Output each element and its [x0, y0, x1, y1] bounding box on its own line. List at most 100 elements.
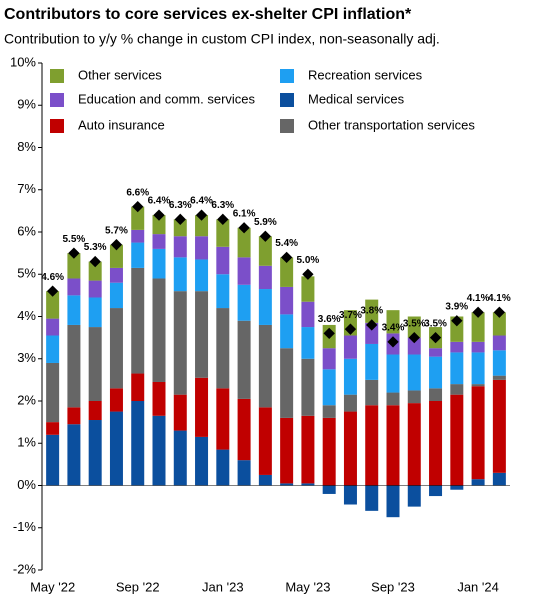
legend-swatch	[280, 119, 294, 133]
legend-label: Recreation services	[308, 67, 423, 82]
bar-segment	[237, 398, 251, 461]
bar-segment	[450, 341, 464, 353]
total-label: 6.4%	[190, 196, 213, 207]
y-tick-label: -2%	[13, 561, 37, 576]
bar-segment	[386, 405, 400, 486]
bar-segment	[386, 310, 400, 334]
bar-segment	[492, 350, 506, 376]
y-tick-label: 6%	[17, 223, 36, 238]
bar-segment	[343, 358, 357, 395]
legend-swatch	[50, 119, 64, 133]
bar-segment	[88, 327, 102, 401]
bar-segment	[216, 308, 230, 389]
bar-segment	[131, 373, 145, 401]
total-label: 5.3%	[84, 242, 107, 253]
bar-segment	[258, 474, 272, 486]
bar-segment	[322, 348, 336, 370]
bar-segment	[195, 377, 209, 437]
bar-segment	[258, 289, 272, 325]
total-label: 4.1%	[488, 293, 511, 304]
bar-segment	[301, 327, 315, 359]
total-label: 3.6%	[318, 314, 341, 325]
bar-segment	[216, 449, 230, 486]
total-label: 3.4%	[382, 322, 405, 333]
bar-segment	[216, 219, 230, 247]
y-tick-label: 10%	[10, 54, 36, 69]
total-marker	[280, 251, 293, 264]
bar-segment	[152, 381, 166, 416]
bar-segment	[195, 215, 209, 237]
bar-segment	[46, 335, 60, 363]
bar-segment	[131, 267, 145, 374]
bar-segment	[407, 337, 421, 355]
bar-segment	[46, 434, 60, 486]
bar-segment	[407, 390, 421, 404]
y-tick-label: 3%	[17, 350, 36, 365]
bar-segment	[237, 257, 251, 285]
x-tick-label: May '23	[285, 579, 330, 594]
bar-segment	[492, 335, 506, 351]
bar-segment	[301, 301, 315, 328]
y-tick-label: -1%	[13, 519, 37, 534]
legend-label: Auto insurance	[78, 117, 165, 132]
bar-segment	[216, 388, 230, 450]
legend-label: Medical services	[308, 91, 405, 106]
bar-segment	[173, 291, 187, 395]
bar-segment	[109, 388, 123, 412]
bar-segment	[258, 324, 272, 408]
total-label: 6.3%	[169, 200, 192, 211]
bar-segment	[152, 248, 166, 279]
bar-segment	[429, 348, 443, 357]
total-marker	[302, 268, 314, 280]
bar-segment	[67, 253, 81, 279]
total-label: 3.7%	[339, 310, 362, 321]
total-marker	[451, 315, 463, 327]
bar-segment	[237, 320, 251, 399]
bar-segment	[46, 362, 60, 423]
total-marker	[472, 306, 484, 318]
total-marker	[408, 331, 420, 344]
bar-segment	[322, 417, 336, 486]
total-marker	[238, 222, 250, 234]
bar-segment	[492, 472, 506, 486]
legend-label: Other transportation services	[308, 117, 475, 132]
total-label: 5.5%	[63, 234, 86, 245]
total-marker	[132, 200, 144, 213]
bar-segment	[173, 257, 187, 292]
x-tick-label: May '22	[30, 579, 75, 594]
bar-segment	[429, 401, 443, 486]
total-label: 6.3%	[211, 200, 234, 211]
total-label: 3.9%	[445, 301, 468, 312]
y-tick-label: 1%	[17, 435, 36, 450]
bar-segment	[67, 407, 81, 425]
bar-segment	[173, 430, 187, 486]
bar-segment	[322, 369, 336, 406]
bar-segment	[195, 236, 209, 260]
bar-segment	[322, 485, 336, 494]
bar-segment	[173, 236, 187, 258]
total-marker	[366, 319, 378, 331]
bar-segment	[152, 234, 166, 249]
bar-segment	[450, 485, 464, 490]
bar-segment	[492, 379, 506, 473]
total-marker	[493, 306, 506, 318]
bar-segment	[173, 394, 187, 431]
bar-segment	[280, 348, 294, 418]
bar-segment	[258, 265, 272, 290]
bar-segment	[109, 282, 123, 309]
legend-swatch	[280, 93, 294, 107]
bar-segment	[471, 312, 485, 342]
bar-segment	[429, 388, 443, 401]
bar-segment	[88, 280, 102, 298]
legend-swatch	[50, 93, 64, 107]
bar-segment	[386, 485, 400, 518]
total-label: 3.5%	[403, 318, 426, 329]
bar-segment	[88, 297, 102, 328]
bar-segment	[237, 460, 251, 486]
total-label: 6.1%	[233, 208, 256, 219]
bar-segment	[46, 318, 60, 336]
bar-segment	[280, 483, 294, 486]
bar-segment	[131, 242, 145, 268]
bar-segment	[450, 384, 464, 395]
